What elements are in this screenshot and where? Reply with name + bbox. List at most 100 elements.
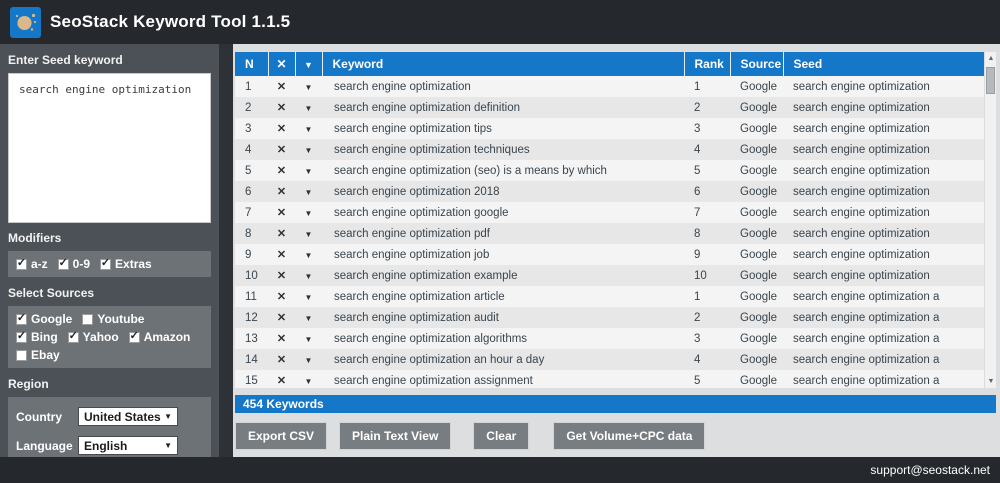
row-filter-button[interactable]: ▼ [295, 139, 322, 160]
row-delete-button[interactable]: ✕ [268, 118, 295, 139]
table-row[interactable]: 6 ✕ ▼ search engine optimization 2018 6 … [235, 181, 984, 202]
table-row[interactable]: 9 ✕ ▼ search engine optimization job 9 G… [235, 244, 984, 265]
table-row[interactable]: 1 ✕ ▼ search engine optimization 1 Googl… [235, 76, 984, 97]
language-select[interactable]: English ▼ [78, 436, 178, 455]
seed-keyword-input[interactable]: search engine optimization [8, 73, 211, 223]
scroll-down-button[interactable]: ▼ [987, 378, 995, 385]
table-row[interactable]: 2 ✕ ▼ search engine optimization definit… [235, 97, 984, 118]
cell-n: 5 [235, 160, 268, 181]
get-volume-cpc-button[interactable]: Get Volume+CPC data [553, 422, 706, 450]
row-filter-button[interactable]: ▼ [295, 202, 322, 223]
checkbox-box[interactable]: ✓ [67, 330, 79, 343]
checkbox-a-z[interactable]: ✓ a-z [16, 257, 48, 271]
filter-dropdown-icon: ▼ [304, 334, 313, 344]
clear-button[interactable]: Clear [473, 422, 530, 450]
export-csv-button[interactable]: Export CSV [235, 422, 328, 450]
row-delete-button[interactable]: ✕ [268, 265, 295, 286]
checkbox-box[interactable]: ✓ [82, 313, 94, 325]
row-filter-button[interactable]: ▼ [295, 160, 322, 181]
row-delete-button[interactable]: ✕ [268, 139, 295, 160]
scrollbar-thumb[interactable] [986, 67, 995, 94]
cell-rank: 7 [684, 202, 730, 223]
header-keyword[interactable]: Keyword [322, 52, 685, 76]
row-delete-button[interactable]: ✕ [268, 370, 295, 388]
filter-dropdown-icon: ▼ [304, 187, 313, 197]
table-row[interactable]: 11 ✕ ▼ search engine optimization articl… [235, 286, 984, 307]
results-table: N ✕ ▼ Keyword Rank Source Seed 1 ✕ ▼ sea… [235, 52, 984, 388]
plain-text-view-button[interactable]: Plain Text View [339, 422, 452, 450]
header-rank[interactable]: Rank [684, 52, 731, 76]
row-delete-button[interactable]: ✕ [268, 202, 295, 223]
row-filter-button[interactable]: ▼ [295, 118, 322, 139]
table-row[interactable]: 13 ✕ ▼ search engine optimization algori… [235, 328, 984, 349]
row-filter-button[interactable]: ▼ [295, 370, 322, 388]
checkbox-bing[interactable]: ✓ Bing [16, 330, 58, 344]
row-delete-button[interactable]: ✕ [268, 286, 295, 307]
header-filter-icon[interactable]: ▼ [295, 52, 323, 76]
cell-rank: 5 [684, 160, 730, 181]
checkbox-extras[interactable]: ✓ Extras [100, 257, 152, 271]
table-row[interactable]: 4 ✕ ▼ search engine optimization techniq… [235, 139, 984, 160]
cell-n: 11 [235, 286, 268, 307]
row-filter-button[interactable]: ▼ [295, 307, 322, 328]
row-filter-button[interactable]: ▼ [295, 244, 322, 265]
row-filter-button[interactable]: ▼ [295, 349, 322, 370]
country-select[interactable]: United States ▼ [78, 407, 178, 426]
row-filter-button[interactable]: ▼ [295, 181, 322, 202]
checkbox-label: Extras [115, 257, 152, 271]
table-row[interactable]: 12 ✕ ▼ search engine optimization audit … [235, 307, 984, 328]
checkbox-youtube[interactable]: ✓ Youtube [82, 312, 144, 326]
row-filter-button[interactable]: ▼ [295, 265, 322, 286]
cell-keyword: search engine optimization algorithms [322, 328, 684, 349]
row-delete-button[interactable]: ✕ [268, 328, 295, 349]
table-row[interactable]: 7 ✕ ▼ search engine optimization google … [235, 202, 984, 223]
header-n[interactable]: N [235, 52, 269, 76]
row-delete-button[interactable]: ✕ [268, 244, 295, 265]
cell-keyword: search engine optimization definition [322, 97, 684, 118]
cell-n: 3 [235, 118, 268, 139]
checkbox-box[interactable]: ✓ [100, 257, 112, 270]
row-filter-button[interactable]: ▼ [295, 286, 322, 307]
checkbox-box[interactable]: ✓ [16, 330, 27, 343]
row-delete-button[interactable]: ✕ [268, 349, 295, 370]
checkbox-box[interactable]: ✓ [128, 330, 140, 343]
filter-dropdown-icon: ▼ [304, 124, 313, 134]
header-seed[interactable]: Seed [783, 52, 984, 76]
checkbox-yahoo[interactable]: ✓ Yahoo [67, 330, 119, 344]
cell-source: Google [730, 349, 783, 370]
cell-source: Google [730, 328, 783, 349]
checkbox-label: 0-9 [72, 257, 91, 271]
row-delete-button[interactable]: ✕ [268, 223, 295, 244]
row-filter-button[interactable]: ▼ [295, 223, 322, 244]
checkbox-box[interactable]: ✓ [16, 257, 27, 270]
table-row[interactable]: 3 ✕ ▼ search engine optimization tips 3 … [235, 118, 984, 139]
row-filter-button[interactable]: ▼ [295, 328, 322, 349]
table-scrollbar[interactable]: ▲ ▼ [984, 52, 996, 388]
header-source[interactable]: Source [730, 52, 784, 76]
row-delete-button[interactable]: ✕ [268, 307, 295, 328]
row-delete-button[interactable]: ✕ [268, 76, 295, 97]
checkbox-box[interactable]: ✓ [57, 257, 69, 270]
region-group: Country United States ▼ Language English… [8, 397, 211, 465]
scroll-up-button[interactable]: ▲ [987, 55, 995, 62]
checkbox-google[interactable]: ✓ Google [16, 312, 72, 326]
row-filter-button[interactable]: ▼ [295, 97, 322, 118]
row-delete-button[interactable]: ✕ [268, 97, 295, 118]
checkbox-amazon[interactable]: ✓ Amazon [128, 330, 190, 344]
row-delete-button[interactable]: ✕ [268, 160, 295, 181]
table-row[interactable]: 8 ✕ ▼ search engine optimization pdf 8 G… [235, 223, 984, 244]
header-delete-icon[interactable]: ✕ [268, 52, 296, 76]
checkbox-0-9[interactable]: ✓ 0-9 [57, 257, 91, 271]
table-row[interactable]: 5 ✕ ▼ search engine optimization (seo) i… [235, 160, 984, 181]
row-filter-button[interactable]: ▼ [295, 76, 322, 97]
table-row[interactable]: 14 ✕ ▼ search engine optimization an hou… [235, 349, 984, 370]
table-row[interactable]: 10 ✕ ▼ search engine optimization exampl… [235, 265, 984, 286]
filter-dropdown-icon: ▼ [304, 271, 313, 281]
app-logo-icon [10, 6, 41, 38]
table-row[interactable]: 15 ✕ ▼ search engine optimization assign… [235, 370, 984, 388]
cell-keyword: search engine optimization article [322, 286, 684, 307]
checkbox-ebay[interactable]: ✓ Ebay [16, 348, 60, 362]
row-delete-button[interactable]: ✕ [268, 181, 295, 202]
checkbox-box[interactable]: ✓ [16, 349, 27, 361]
checkbox-box[interactable]: ✓ [16, 312, 27, 325]
